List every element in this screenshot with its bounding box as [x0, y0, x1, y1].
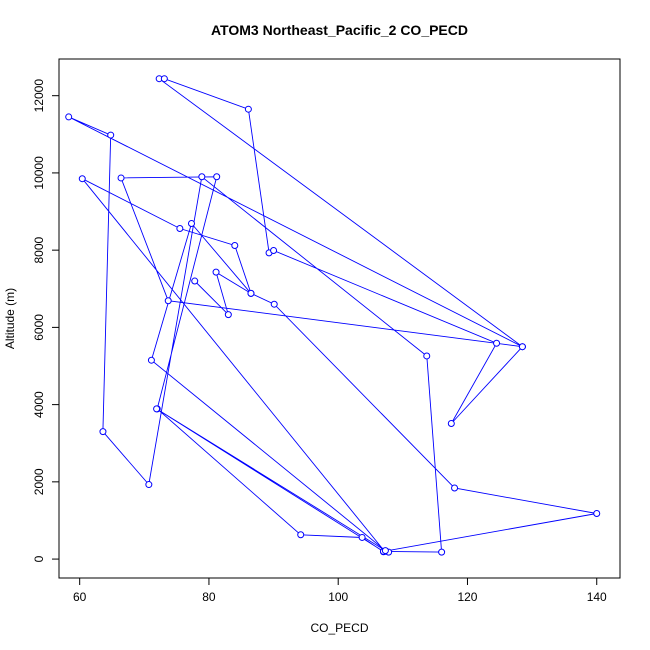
data-point [164, 297, 172, 305]
x-tick-label: 120 [457, 590, 477, 604]
data-point [147, 356, 155, 364]
data-point [187, 220, 195, 228]
y-tick-label: 4000 [32, 391, 46, 418]
data-point [358, 533, 366, 541]
data-point [493, 339, 501, 347]
x-tick-label: 140 [587, 590, 607, 604]
x-tick-label: 80 [202, 590, 216, 604]
data-point [107, 131, 115, 139]
data-point [270, 300, 278, 308]
chart-title: ATOM3 Northeast_Pacific_2 CO_PECD [211, 22, 468, 38]
data-point [270, 247, 278, 255]
y-axis: 0 2000 4000 6000 8000 10000 12000 [32, 79, 60, 562]
data-point [198, 173, 206, 181]
y-tick-label: 10000 [32, 156, 46, 190]
y-tick-label: 12000 [32, 79, 46, 113]
data-point [247, 289, 255, 297]
data-point [65, 113, 73, 121]
series-line [68, 78, 597, 553]
x-axis: 60 80 100 120 140 [73, 577, 607, 604]
data-point [423, 352, 431, 360]
data-point [381, 547, 389, 555]
data-point [78, 175, 86, 183]
data-point [231, 242, 239, 250]
x-tick-label: 60 [73, 590, 87, 604]
y-tick-label: 6000 [32, 314, 46, 341]
data-point [99, 428, 107, 436]
data-point [451, 484, 459, 492]
data-point [224, 311, 232, 319]
series-layer [65, 75, 601, 556]
data-point [145, 481, 153, 489]
y-tick-label: 8000 [32, 236, 46, 263]
data-point [593, 510, 601, 518]
y-axis-label: Altitude (m) [3, 288, 17, 349]
data-point [176, 225, 184, 233]
data-point [117, 174, 125, 182]
data-point [153, 405, 161, 413]
x-axis-label: CO_PECD [310, 621, 368, 635]
data-point [518, 343, 526, 351]
y-tick-label: 0 [32, 555, 46, 562]
y-tick-label: 2000 [32, 468, 46, 495]
data-point [191, 277, 199, 285]
data-point [297, 531, 305, 539]
data-point [160, 75, 168, 83]
series [65, 75, 601, 556]
x-tick-label: 100 [328, 590, 348, 604]
plot-frame [58, 58, 621, 579]
data-point [438, 548, 446, 556]
data-point [212, 268, 220, 276]
data-point [447, 420, 455, 428]
data-point [213, 173, 221, 181]
data-point [244, 105, 252, 113]
